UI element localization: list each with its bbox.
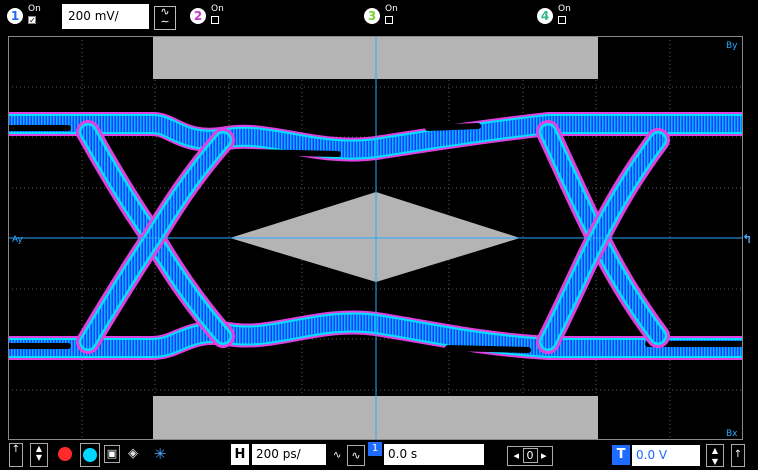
brightness-icon[interactable]: ✳ bbox=[153, 445, 167, 463]
marker-bx: Bx bbox=[726, 429, 738, 439]
trigger-level-field[interactable]: 0.0 V bbox=[632, 445, 700, 466]
channel-4-badge[interactable]: 4 bbox=[537, 8, 553, 24]
channel-toolbar: 1 On ✓ 200 mV/ ∿ ∼ 2 On 3 On 4 On bbox=[0, 0, 758, 36]
trigger-label[interactable]: T bbox=[612, 445, 630, 465]
screen-border bbox=[8, 36, 743, 440]
cyan-dot-icon bbox=[83, 448, 97, 462]
channel-1-badge[interactable]: 1 bbox=[7, 8, 23, 24]
nav-value[interactable]: 0 bbox=[522, 448, 538, 463]
trigger-stepper-icon[interactable]: ▲ ▼ bbox=[706, 444, 724, 467]
bottom-toolbar: ↑ ▲ ▼ ▣ ◈ ✳ H 200 ps/ ∿ ∿ 1 0.0 s ◂ 0 ▸ T… bbox=[0, 440, 758, 470]
horizontal-scale-field[interactable]: 200 ps/ bbox=[252, 444, 326, 465]
channel-3-on-checkbox[interactable] bbox=[385, 16, 393, 24]
waveform-display[interactable]: Ay By Bx bbox=[0, 36, 755, 440]
channel-2-badge[interactable]: 2 bbox=[190, 8, 206, 24]
nav-control[interactable]: ◂ 0 ▸ bbox=[507, 446, 553, 466]
channel-1-on-label: On bbox=[28, 4, 41, 14]
eye-diagram: Ay By Bx bbox=[0, 36, 755, 440]
scroll-up-icon[interactable]: ↑ bbox=[9, 443, 23, 467]
trigger-level-icon[interactable]: ↰ bbox=[742, 232, 753, 246]
display-mode-button[interactable] bbox=[80, 443, 100, 467]
center-mask bbox=[230, 192, 520, 282]
channel-4-on-checkbox[interactable] bbox=[558, 16, 566, 24]
trigger-slope-icon[interactable]: ↑ bbox=[731, 444, 745, 467]
record-icon[interactable] bbox=[58, 447, 72, 461]
screenshot-icon[interactable]: ▣ bbox=[104, 445, 120, 463]
channel-4-on-label: On bbox=[558, 4, 571, 14]
nav-right-icon[interactable]: ▸ bbox=[541, 449, 547, 462]
ac-coupling-icon: ∿ ∼ bbox=[160, 5, 170, 28]
coupling-button[interactable]: ∿ ∼ bbox=[154, 6, 176, 30]
vertical-scale-field[interactable]: 200 mV/ bbox=[62, 4, 149, 29]
marker-by: By bbox=[726, 41, 738, 51]
horizontal-position-field[interactable]: 0.0 s bbox=[384, 444, 484, 465]
channel-3-on-label: On bbox=[385, 4, 398, 14]
nav-left-icon[interactable]: ◂ bbox=[513, 449, 519, 462]
channel-2-on-label: On bbox=[211, 4, 224, 14]
channel-3-badge[interactable]: 3 bbox=[364, 8, 380, 24]
coupling-small-icon[interactable]: ∿ bbox=[333, 450, 342, 461]
channel-1-on-checkbox[interactable]: ✓ bbox=[28, 16, 36, 25]
wave-icon[interactable]: ∿ bbox=[347, 445, 365, 466]
channel-1-control[interactable]: 1 On ✓ bbox=[7, 5, 57, 31]
horizontal-label[interactable]: H bbox=[231, 444, 249, 465]
channel-3-control[interactable]: 3 On bbox=[364, 5, 404, 31]
updown-stepper-icon[interactable]: ▲ ▼ bbox=[30, 443, 48, 467]
channel-2-control[interactable]: 2 On bbox=[190, 5, 230, 31]
channel-2-on-checkbox[interactable] bbox=[211, 16, 219, 24]
channel-1-time-ref-icon[interactable]: 1 bbox=[368, 442, 382, 456]
channel-4-control[interactable]: 4 On bbox=[537, 5, 577, 31]
layers-icon[interactable]: ◈ bbox=[128, 446, 138, 461]
marker-ay: Ay bbox=[12, 235, 24, 245]
